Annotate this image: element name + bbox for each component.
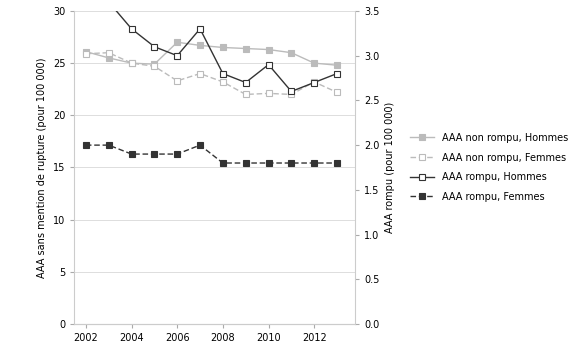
Y-axis label: AAA rompu (pour 100 000): AAA rompu (pour 100 000) (386, 102, 395, 233)
Y-axis label: AAA sans mention de rupture (pour 100 000): AAA sans mention de rupture (pour 100 00… (37, 57, 48, 278)
Legend: AAA non rompu, Hommes, AAA non rompu, Femmes, AAA rompu, Hommes, AAA rompu, Femm: AAA non rompu, Hommes, AAA non rompu, Fe… (406, 129, 572, 206)
